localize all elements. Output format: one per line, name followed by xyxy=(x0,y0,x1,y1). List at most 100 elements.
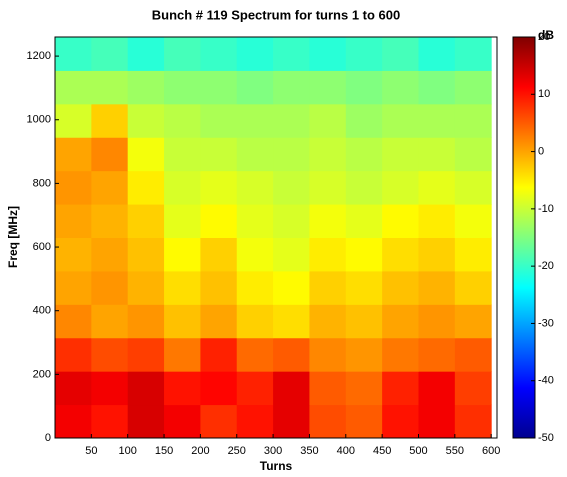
heat-cell xyxy=(418,371,456,406)
heat-cell xyxy=(418,270,456,305)
heat-cell xyxy=(91,270,129,305)
heat-cell xyxy=(200,70,238,105)
heat-cell xyxy=(418,337,456,372)
heat-cell xyxy=(55,70,92,105)
heat-cell xyxy=(200,103,238,138)
heat-cell xyxy=(200,304,238,339)
heat-cell xyxy=(382,371,419,406)
heat-cell xyxy=(200,170,238,205)
chart-title: Bunch # 119 Spectrum for turns 1 to 600 xyxy=(152,7,401,22)
heat-cell xyxy=(200,37,238,71)
heat-cell xyxy=(382,70,419,105)
heat-cell xyxy=(345,337,383,372)
heat-cell xyxy=(236,337,274,372)
heat-cell xyxy=(91,70,129,105)
heat-cell xyxy=(273,371,310,406)
x-tick-label: 500 xyxy=(409,445,427,457)
heat-cell xyxy=(236,304,274,339)
heat-cell xyxy=(454,204,492,238)
heat-cell xyxy=(164,270,201,305)
heat-cell xyxy=(55,337,92,372)
heat-cell xyxy=(382,270,419,305)
heat-cell xyxy=(382,304,419,339)
heat-cell xyxy=(55,304,92,339)
heat-cell xyxy=(164,304,201,339)
heat-cell xyxy=(55,137,92,172)
heat-cell xyxy=(309,270,347,305)
heat-cell xyxy=(55,37,92,71)
y-tick-label: 800 xyxy=(33,177,51,189)
heat-cell xyxy=(55,270,92,305)
heat-cell xyxy=(345,371,383,406)
heat-cell xyxy=(236,137,274,172)
heat-cell xyxy=(200,237,238,272)
colorbar-tick-label: 0 xyxy=(538,145,544,157)
heat-cell xyxy=(236,270,274,305)
colorbar-tick-label: 10 xyxy=(538,88,550,100)
heat-cell xyxy=(273,70,310,105)
x-axis-label: Turns xyxy=(260,459,293,473)
heat-cell xyxy=(309,103,347,138)
heat-cell xyxy=(454,103,492,138)
heat-cell xyxy=(273,404,310,439)
heat-cell xyxy=(236,70,274,105)
heat-cell xyxy=(345,204,383,238)
heat-cell xyxy=(164,137,201,172)
heat-cell xyxy=(345,404,383,439)
heat-cell xyxy=(55,103,92,138)
heat-cell xyxy=(345,103,383,138)
colorbar-tick-label: -40 xyxy=(538,375,554,387)
heat-cell xyxy=(127,404,165,439)
heat-cell xyxy=(91,37,129,71)
heat-cell xyxy=(418,204,456,238)
y-axis-label: Freq [MHz] xyxy=(6,206,20,268)
heat-cell xyxy=(382,404,419,439)
heat-cell xyxy=(273,37,310,71)
heat-cell xyxy=(418,70,456,105)
heat-cell xyxy=(91,237,129,272)
heat-cell xyxy=(236,170,274,205)
x-tick-label: 350 xyxy=(300,445,318,457)
heat-cell xyxy=(273,237,310,272)
heat-cell xyxy=(236,204,274,238)
heat-cell xyxy=(164,371,201,406)
heat-cell xyxy=(164,404,201,439)
y-tick-label: 1200 xyxy=(27,50,51,62)
heat-cell xyxy=(127,371,165,406)
colorbar-label: dB xyxy=(538,28,554,42)
heat-cell xyxy=(164,204,201,238)
heat-cell xyxy=(236,371,274,406)
heat-cell xyxy=(309,37,347,71)
heat-cell xyxy=(418,170,456,205)
x-tick-label: 550 xyxy=(446,445,464,457)
heat-cell xyxy=(91,137,129,172)
heat-cell xyxy=(382,337,419,372)
heat-cell xyxy=(418,304,456,339)
x-tick-label: 400 xyxy=(337,445,355,457)
heat-cell xyxy=(418,37,456,71)
x-tick-label: 300 xyxy=(264,445,282,457)
heat-cell xyxy=(309,237,347,272)
heat-cell xyxy=(309,371,347,406)
heat-cell xyxy=(127,103,165,138)
heat-cell xyxy=(127,70,165,105)
y-tick-label: 200 xyxy=(33,368,51,380)
heat-cell xyxy=(91,103,129,138)
heat-cell xyxy=(91,170,129,205)
heat-cell xyxy=(91,304,129,339)
heat-cell xyxy=(236,37,274,71)
plot-frame xyxy=(54,36,498,439)
heat-cell xyxy=(454,170,492,205)
heat-cell xyxy=(309,70,347,105)
heat-cell xyxy=(127,237,165,272)
x-tick-label: 600 xyxy=(482,445,500,457)
y-tick-label: 1000 xyxy=(27,114,51,126)
heat-cell xyxy=(273,304,310,339)
heat-cell xyxy=(273,337,310,372)
heat-cell xyxy=(55,237,92,272)
heat-cell xyxy=(200,404,238,439)
heat-cell xyxy=(127,170,165,205)
colorbar-tick-label: -20 xyxy=(538,260,554,272)
heat-cell xyxy=(91,404,129,439)
heat-cell xyxy=(309,304,347,339)
